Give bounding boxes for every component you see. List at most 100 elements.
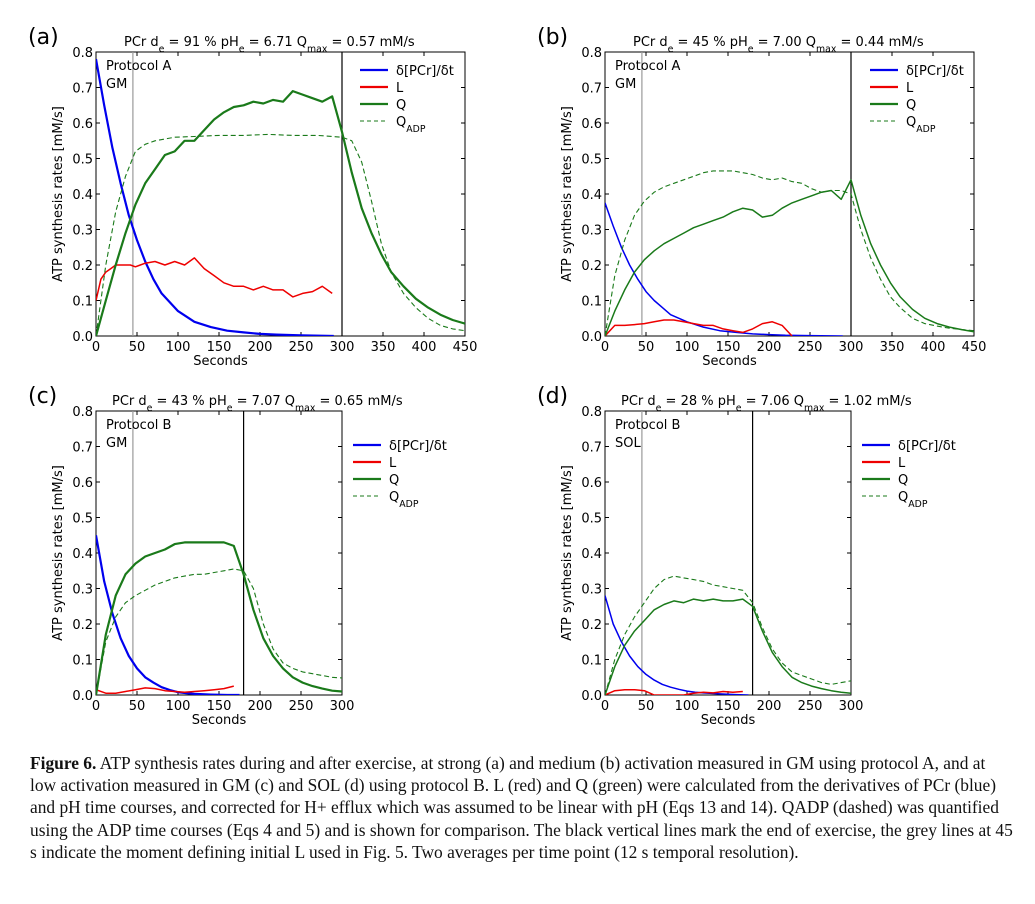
caption-label: Figure 6.	[30, 753, 97, 773]
series-line-l	[605, 688, 743, 695]
x-tick-label: 350	[371, 340, 396, 355]
y-tick-label: 0.7	[581, 82, 602, 97]
series-line-l	[605, 319, 793, 336]
x-tick-label: 0	[601, 699, 609, 714]
panel-header: PCr de = 43 % pHe = 7.07 Qmax = 0.65 mM/…	[112, 394, 403, 414]
protocol-label: Protocol A	[106, 59, 172, 74]
y-tick-label: 0.5	[581, 153, 602, 168]
y-tick-label: 0.0	[581, 689, 602, 704]
legend-label-l: L	[898, 456, 906, 471]
muscle-label: SOL	[615, 436, 641, 451]
legend-label-q: Q	[906, 98, 916, 113]
legend-label-l: L	[396, 81, 404, 96]
y-tick-label: 0.0	[72, 330, 93, 345]
y-tick-label: 0.3	[72, 583, 93, 598]
x-tick-label: 50	[129, 340, 146, 355]
muscle-label: GM	[106, 77, 127, 92]
legend-label-pcr: δ[PCr]/δt	[898, 439, 956, 454]
x-tick-label: 300	[330, 699, 355, 714]
figure: (a) PCr de = 91 % pHe = 6.71 Qmax = 0.57 …	[28, 25, 986, 728]
y-tick-label: 0.2	[581, 618, 602, 633]
y-tick-label: 0.6	[581, 476, 602, 491]
y-tick-label: 0.8	[581, 405, 602, 420]
y-tick-label: 0.6	[72, 476, 93, 491]
y-tick-label: 0.4	[581, 188, 602, 203]
y-tick-label: 0.1	[72, 295, 93, 310]
legend-label-q: Q	[396, 98, 406, 113]
x-tick-label: 50	[129, 699, 146, 714]
y-tick-label: 0.4	[72, 547, 93, 562]
y-tick-label: 0.1	[581, 295, 602, 310]
x-tick-label: 150	[207, 340, 232, 355]
y-tick-label: 0.2	[72, 618, 93, 633]
legend-label-qadp: QADP	[389, 490, 419, 510]
y-tick-label: 0.8	[72, 405, 93, 420]
series-line-qadp	[96, 568, 342, 695]
panel-label: (a)	[28, 25, 59, 50]
series-line-pcr	[96, 58, 334, 336]
x-tick-label: 250	[289, 340, 314, 355]
y-axis-label: ATP synthesis rates [mM/s]	[51, 465, 66, 641]
x-tick-label: 250	[289, 699, 314, 714]
y-tick-label: 0.5	[581, 512, 602, 527]
x-tick-label: 300	[839, 340, 864, 355]
protocol-label: Protocol B	[106, 418, 171, 433]
x-tick-label: 200	[248, 699, 273, 714]
y-tick-label: 0.7	[72, 441, 93, 456]
series-line-qadp	[605, 575, 851, 695]
x-tick-label: 100	[675, 699, 700, 714]
x-tick-label: 250	[798, 340, 823, 355]
x-axis-label: Seconds	[702, 354, 757, 369]
y-tick-label: 0.7	[581, 441, 602, 456]
muscle-label: GM	[106, 436, 127, 451]
caption-text: ATP synthesis rates during and after exe…	[30, 753, 1013, 862]
y-tick-label: 0.3	[581, 583, 602, 598]
panel-header: PCr de = 91 % pHe = 6.71 Qmax = 0.57 mM/…	[124, 35, 415, 55]
y-tick-label: 0.1	[581, 654, 602, 669]
y-tick-label: 0.0	[581, 330, 602, 345]
x-tick-label: 200	[248, 340, 273, 355]
legend-label-l: L	[389, 456, 397, 471]
x-tick-label: 150	[207, 699, 232, 714]
x-tick-label: 200	[757, 340, 782, 355]
x-tick-label: 400	[921, 340, 946, 355]
axes-frame	[604, 51, 975, 337]
x-tick-label: 150	[716, 699, 741, 714]
y-tick-label: 0.2	[72, 259, 93, 274]
figure-caption: Figure 6. ATP synthesis rates during and…	[30, 752, 1015, 863]
y-tick-label: 0.8	[581, 46, 602, 61]
legend-label-qadp: QADP	[396, 115, 426, 135]
chart-panel-c: (c) PCr de = 43 % pHe = 7.07 Qmax = 0.65 …	[28, 384, 447, 728]
legend-label-pcr: δ[PCr]/δt	[906, 64, 964, 79]
series-line-q	[605, 179, 974, 336]
x-tick-label: 0	[601, 340, 609, 355]
x-tick-label: 50	[638, 340, 655, 355]
y-tick-label: 0.3	[581, 224, 602, 239]
legend-label-q: Q	[898, 473, 908, 488]
series-line-l	[96, 685, 234, 694]
legend-label-pcr: δ[PCr]/δt	[389, 439, 447, 454]
y-tick-label: 0.6	[72, 117, 93, 132]
series-line-pcr	[96, 535, 240, 695]
x-tick-label: 350	[880, 340, 905, 355]
x-tick-label: 100	[675, 340, 700, 355]
panel-label: (b)	[537, 25, 568, 50]
protocol-label: Protocol A	[615, 59, 681, 74]
y-tick-label: 0.5	[72, 153, 93, 168]
x-tick-label: 0	[92, 340, 100, 355]
y-tick-label: 0.1	[72, 654, 93, 669]
x-tick-label: 200	[757, 699, 782, 714]
panel-label: (d)	[537, 384, 568, 409]
series-line-pcr	[605, 595, 749, 695]
panel-label: (c)	[28, 384, 57, 409]
y-tick-label: 0.6	[581, 117, 602, 132]
x-tick-label: 150	[716, 340, 741, 355]
legend-label-pcr: δ[PCr]/δt	[396, 64, 454, 79]
panel-header: PCr de = 45 % pHe = 7.00 Qmax = 0.44 mM/…	[633, 35, 924, 55]
x-tick-label: 100	[166, 699, 191, 714]
y-axis-label: ATP synthesis rates [mM/s]	[51, 106, 66, 282]
y-tick-label: 0.8	[72, 46, 93, 61]
y-axis-label: ATP synthesis rates [mM/s]	[560, 465, 575, 641]
legend-label-qadp: QADP	[898, 490, 928, 510]
chart-panel-a: (a) PCr de = 91 % pHe = 6.71 Qmax = 0.57 …	[28, 25, 477, 369]
